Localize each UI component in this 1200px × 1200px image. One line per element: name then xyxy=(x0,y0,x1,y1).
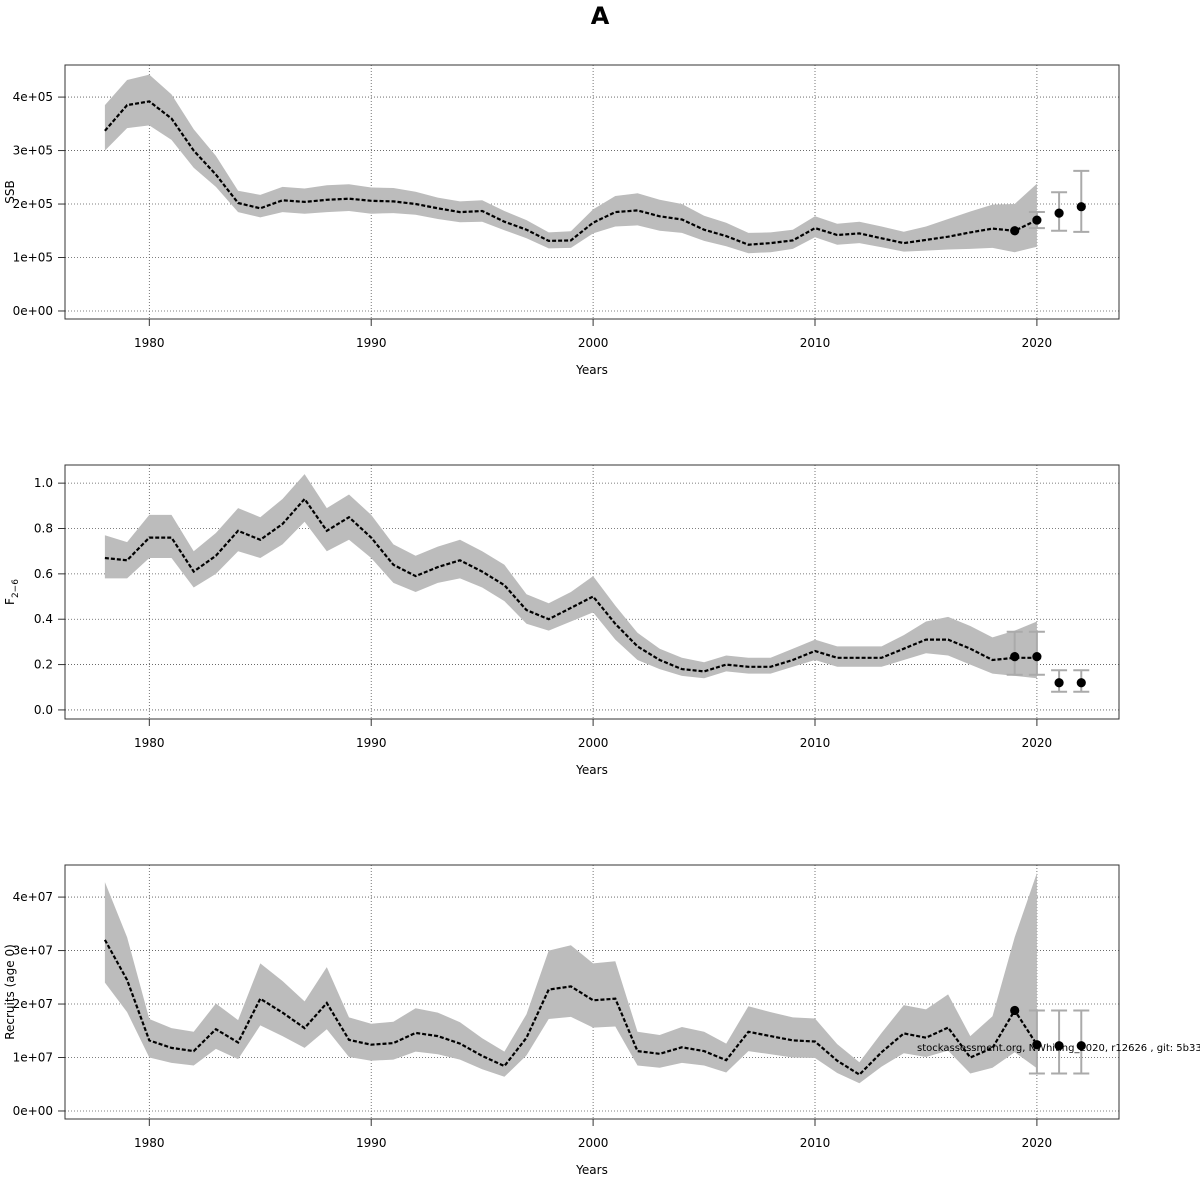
fishing-mortality-y-tick-label: 1.0 xyxy=(34,476,53,490)
recruits-y-tick-label: 1e+07 xyxy=(13,1051,53,1065)
ssb-y-axis-label: SSB xyxy=(3,180,17,203)
ssb-x-tick-label: 1990 xyxy=(356,336,387,350)
recruits-y-tick-label: 0e+00 xyxy=(13,1104,53,1118)
recruits-confidence-band xyxy=(104,873,1037,1084)
recruits-x-tick-label: 1980 xyxy=(134,1136,165,1150)
fishing-mortality-x-tick-label: 1990 xyxy=(356,736,387,750)
recruits-plot-frame xyxy=(64,864,1120,1120)
ssb-y-tick-label: 4e+05 xyxy=(13,90,53,104)
recruits-forecast-point xyxy=(1054,1041,1064,1051)
recruits-forecast-point xyxy=(1032,1040,1042,1050)
fishing-mortality-x-tick-label: 2000 xyxy=(578,736,609,750)
recruits-x-tick-label: 2020 xyxy=(1022,1136,1053,1150)
fishing-mortality-forecast-point xyxy=(1010,652,1020,662)
watermark-text: stockassessment.org, NWhiting_2020, r126… xyxy=(917,1043,1200,1054)
ssb-forecast-point xyxy=(1076,202,1086,212)
ssb-y-tick-label: 1e+05 xyxy=(13,251,53,265)
fishing-mortality-x-tick-label: 2010 xyxy=(800,736,831,750)
ssb-confidence-band xyxy=(104,74,1037,254)
fishing-mortality-forecast-point xyxy=(1054,678,1064,688)
page-title: A xyxy=(590,2,610,30)
fishing-mortality-forecast-point xyxy=(1032,652,1042,662)
recruits-forecast-point xyxy=(1076,1041,1086,1051)
ssb-forecast-point xyxy=(1032,215,1042,225)
ssb-x-axis-label: Years xyxy=(575,363,608,377)
ssb-forecast-point xyxy=(1010,226,1020,236)
ssb-x-tick-label: 2010 xyxy=(800,336,831,350)
recruits-y-tick-label: 2e+07 xyxy=(13,997,53,1011)
recruits-x-axis-label: Years xyxy=(575,1163,608,1177)
fishing-mortality-confidence-band xyxy=(104,474,1037,679)
fishing-mortality-estimate-line xyxy=(104,497,1037,673)
ssb-x-tick-label: 2000 xyxy=(578,336,609,350)
recruits-y-tick-label: 3e+07 xyxy=(13,944,53,958)
fishing-mortality-y-axis-label-main: F xyxy=(3,598,17,605)
fishing-mortality-x-tick-label: 2020 xyxy=(1022,736,1053,750)
fishing-mortality-panel: 1980 1990 2000 2010 2020 0.0 0.2 0.4 0.6 0.8 1.0 Ye… xyxy=(3,464,1120,777)
ssb-x-tick-label: 2020 xyxy=(1022,336,1053,350)
fishing-mortality-y-axis-label: F2−6 xyxy=(3,579,21,605)
fishing-mortality-y-tick-label: 0.2 xyxy=(34,658,53,672)
recruits-x-tick-label: 2000 xyxy=(578,1136,609,1150)
fishing-mortality-y-axis-label-sub: 2−6 xyxy=(11,579,21,598)
fishing-mortality-y-tick-label: 0.6 xyxy=(34,567,53,581)
recruits-estimate-line xyxy=(103,939,1038,1076)
recruits-forecast-point xyxy=(1010,1005,1020,1016)
fishing-mortality-plot-frame xyxy=(64,464,1120,720)
fishing-mortality-x-tick-label: 1980 xyxy=(134,736,165,750)
fishing-mortality-forecast-point xyxy=(1076,678,1086,688)
ssb-estimate-line xyxy=(104,100,1038,246)
ssb-plot-frame xyxy=(64,64,1120,320)
ssb-panel: 1980 1990 2000 2010 2020 0e+00 1e+05 2e+05 3e+05… xyxy=(3,64,1120,377)
recruits-y-axis-label: Recruits (age 0) xyxy=(3,944,17,1040)
ssb-x-tick-label: 1980 xyxy=(134,336,165,350)
fishing-mortality-y-tick-label: 0.0 xyxy=(34,703,53,717)
fishing-mortality-y-tick-label: 0.8 xyxy=(34,522,53,536)
ssb-forecast-point xyxy=(1054,208,1064,218)
recruits-panel: 1980 1990 2000 2010 2020 0e+00 1e+07 2e+07 3e+07… xyxy=(3,864,1120,1177)
fishing-mortality-x-axis-label: Years xyxy=(575,763,608,777)
recruits-y-tick-label: 4e+07 xyxy=(13,890,53,904)
fishing-mortality-y-tick-label: 0.4 xyxy=(34,612,53,626)
ssb-y-tick-label: 2e+05 xyxy=(13,197,53,211)
recruits-x-tick-label: 1990 xyxy=(356,1136,387,1150)
ssb-y-tick-label: 3e+05 xyxy=(13,144,53,158)
recruits-x-tick-label: 2010 xyxy=(800,1136,831,1150)
ssb-y-tick-label: 0e+00 xyxy=(13,304,53,318)
